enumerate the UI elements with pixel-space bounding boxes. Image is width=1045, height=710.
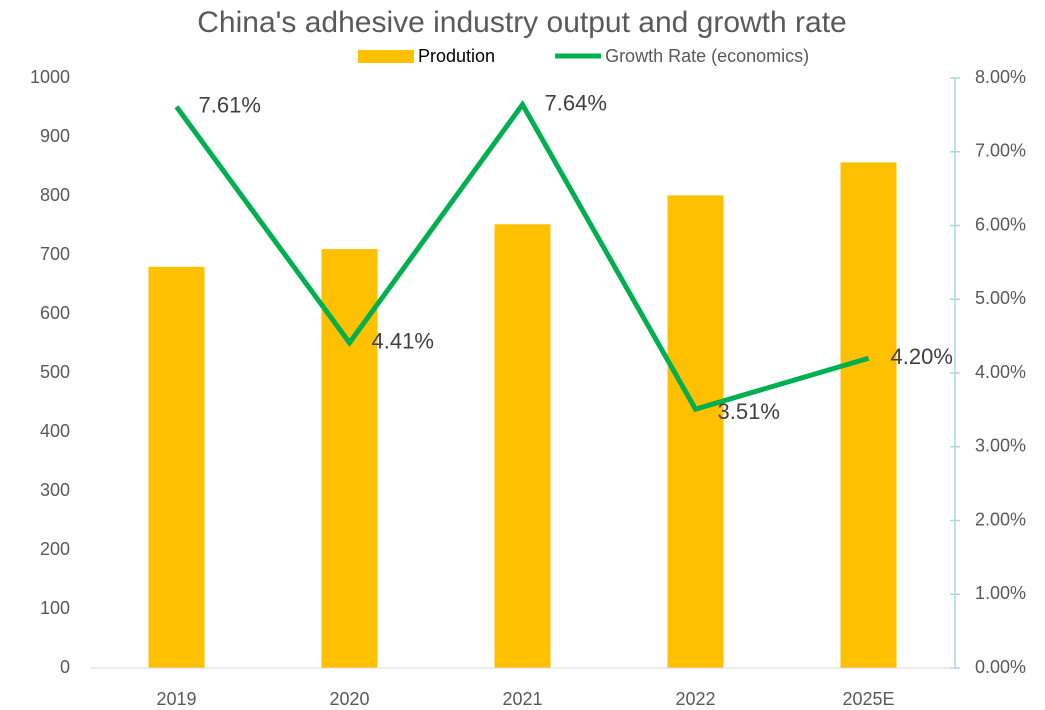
y2-tick-label: 5.00%: [975, 288, 1026, 308]
line: [174, 99, 870, 413]
y-tick-label: 0: [60, 657, 70, 677]
data-label: 7.61%: [199, 93, 261, 118]
y-tick-label: 500: [40, 362, 70, 382]
y2-tick-label: 1.00%: [975, 583, 1026, 603]
legend-swatch: [358, 50, 414, 63]
y-tick-label: 100: [40, 598, 70, 618]
bar: [494, 224, 551, 668]
y-tick-label: 900: [40, 126, 70, 146]
legend-label: Growth Rate (economics): [605, 46, 809, 66]
legend-label: Prodution: [418, 46, 495, 66]
data-label: 4.41%: [372, 329, 434, 354]
y2-tick-label: 0.00%: [975, 657, 1026, 677]
y2-tick-label: 4.00%: [975, 362, 1026, 382]
x-tick-label: 2022: [675, 689, 715, 709]
bar: [840, 162, 897, 668]
y-tick-label: 700: [40, 244, 70, 264]
data-label: 4.20%: [891, 344, 953, 369]
y-tick-label: 800: [40, 185, 70, 205]
y-tick-label: 200: [40, 539, 70, 559]
bar: [148, 266, 205, 668]
y2-tick-label: 3.00%: [975, 436, 1026, 456]
y2-tick-label: 2.00%: [975, 509, 1026, 529]
bar: [667, 195, 724, 668]
y-tick-label: 300: [40, 480, 70, 500]
x-tick-label: 2019: [156, 689, 196, 709]
x-tick-label: 2021: [502, 689, 542, 709]
x-tick-label: 2020: [329, 689, 369, 709]
data-label: 3.51%: [718, 399, 780, 424]
y-tick-label: 1000: [30, 67, 70, 87]
y-tick-label: 600: [40, 303, 70, 323]
y2-tick-label: 7.00%: [975, 141, 1026, 161]
y2-tick-label: 6.00%: [975, 214, 1026, 234]
data-label: 7.64%: [545, 90, 607, 115]
y2-tick-label: 8.00%: [975, 67, 1026, 87]
x-tick-label: 2025E: [842, 689, 894, 709]
chart-title: China's adhesive industry output and gro…: [197, 6, 846, 39]
y-tick-label: 400: [40, 421, 70, 441]
